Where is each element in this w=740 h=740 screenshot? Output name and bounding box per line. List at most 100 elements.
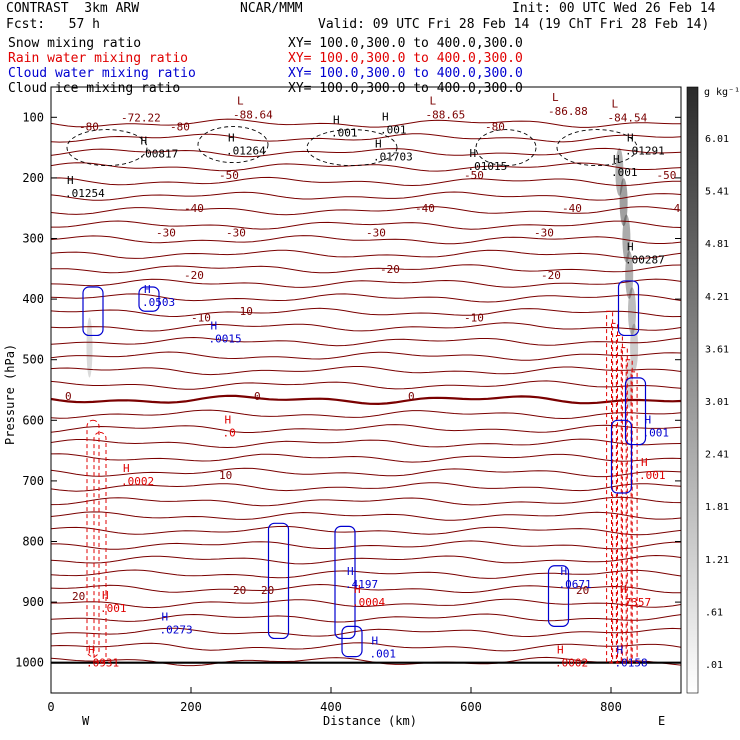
forecast-hour: Fcst: 57 h — [6, 17, 100, 32]
minimum-label: -86.88 — [548, 105, 588, 118]
isotherm-label: 20 — [261, 584, 274, 597]
isotherm-label: -30 — [366, 226, 386, 239]
cloud-water-contour — [624, 377, 647, 446]
isotherm-label: 0 — [254, 390, 261, 403]
isotherm-line — [51, 249, 681, 259]
cloud-water-contour — [617, 280, 640, 337]
isotherm-line — [51, 453, 681, 463]
isotherm-line — [51, 525, 681, 536]
isotherm-label: -80 — [170, 120, 190, 133]
isotherm-label: -72.22 — [121, 111, 161, 124]
cloud-water-max-label-marker: H — [645, 413, 652, 426]
isotherm-line — [51, 366, 681, 376]
isotherm-line — [51, 438, 681, 449]
snow-ice-max-label: .001 — [611, 166, 638, 179]
isotherm-label: -40 — [667, 202, 687, 215]
colorbar — [686, 86, 699, 694]
isotherm-line — [51, 554, 681, 565]
isotherm-label: -50 — [657, 169, 677, 182]
isotherm-label: 10 — [219, 469, 232, 482]
rain-max-label-marker: H — [123, 462, 130, 475]
y-axis-label: Pressure (hPa) — [3, 344, 17, 445]
snow-ice-max-label: .00287 — [625, 254, 665, 267]
y-tick-label: 100 — [22, 110, 44, 124]
cloud-water-max-label-marker: H — [144, 283, 151, 296]
rain-contour — [620, 347, 628, 664]
snow-ice-max-label-marker: H — [382, 110, 389, 123]
isotherm-line — [51, 424, 681, 433]
rain-contour — [615, 334, 623, 664]
cloud-water-max-label-marker: H — [617, 644, 624, 657]
isotherm-line — [51, 409, 681, 420]
isotherm-label: -40 — [184, 202, 204, 215]
snow-ice-max-label-marker: H — [67, 174, 74, 187]
x-tick-label: 0 — [47, 700, 54, 714]
colorbar-label: .01 — [705, 660, 723, 671]
isotherm-line — [51, 511, 681, 521]
y-tick-label: 400 — [22, 292, 44, 306]
plot-frame — [50, 86, 682, 694]
shading-plume — [615, 147, 624, 196]
snow-ice-max-label: .01703 — [373, 151, 413, 164]
rain-max-label: .0 — [223, 426, 236, 439]
isotherm-line — [51, 642, 681, 652]
snow-ice-contour — [197, 126, 269, 164]
cloud-water-contour — [334, 525, 356, 640]
isotherm-label: -80 — [485, 120, 505, 133]
rain-max-label-marker: H — [354, 583, 361, 596]
cloud-water-max-label: .001 — [370, 648, 397, 661]
isotherm-line — [51, 336, 681, 347]
rain-max-label: .7357 — [618, 596, 651, 609]
rain-max-label: .0931 — [86, 657, 119, 670]
cloud-water-max-label: .0671 — [559, 578, 592, 591]
isotherm-label: -40 — [562, 202, 582, 215]
cloud-water-contour — [547, 565, 570, 627]
isotherm-label: 0 — [65, 390, 72, 403]
isotherm-line — [51, 598, 681, 609]
rain-contour — [93, 431, 107, 664]
snow-ice-max-label-marker: H — [613, 153, 620, 166]
isotherm-line — [51, 482, 681, 492]
isotherm-line — [51, 133, 681, 143]
rain-contour — [625, 359, 633, 664]
cloud-water-max-label-marker: H — [211, 319, 218, 332]
field-snow-name: Snow mixing ratio — [8, 36, 142, 51]
rain-max-label: .001 — [100, 602, 127, 615]
isotherm-label: 20 — [233, 584, 246, 597]
colorbar-label: 4.81 — [705, 239, 729, 250]
shading-plume — [86, 317, 93, 378]
isotherm-label: -50 — [219, 169, 239, 182]
isotherm-label: -10 — [464, 311, 484, 324]
isotherm-label: 20 — [72, 590, 85, 603]
isotherm-label: 20 — [576, 584, 589, 597]
isotherm-line — [51, 540, 681, 550]
west-endpoint-label: W — [82, 714, 90, 728]
init-time: Init: 00 UTC Wed 26 Feb 14 — [512, 1, 716, 16]
colorbar-unit: g kg⁻¹ — [704, 87, 740, 98]
snow-ice-max-label: .01254 — [65, 187, 105, 200]
snow-ice-contour — [66, 129, 148, 167]
y-tick-label: 600 — [22, 413, 44, 427]
x-axis-label: Distance (km) — [323, 714, 417, 728]
cloud-water-contour — [610, 419, 633, 494]
y-tick-label: 300 — [22, 232, 44, 246]
colorbar-label: 3.01 — [705, 397, 729, 408]
x-tick-label: 400 — [320, 700, 342, 714]
minimum-marker: L — [430, 94, 437, 107]
colorbar-label: 3.61 — [705, 344, 729, 355]
snow-ice-max-label: .00817 — [139, 148, 179, 161]
isotherm-line — [51, 467, 681, 478]
rain-max-label-marker: H — [102, 589, 109, 602]
rain-max-label: .001 — [639, 469, 666, 482]
rain-max-label: .0002 — [555, 657, 588, 670]
y-tick-label: 1000 — [15, 656, 44, 670]
cloud-water-contour — [267, 522, 290, 640]
rain-max-label: .0002 — [121, 475, 154, 488]
isotherm-line — [51, 264, 681, 274]
x-tick-label: 200 — [180, 700, 202, 714]
y-tick-label: 700 — [22, 474, 44, 488]
field-rain-name: Rain water mixing ratio — [8, 51, 189, 66]
shading-plume — [625, 250, 634, 299]
isotherm-line — [51, 293, 681, 303]
rain-max-label-marker: H — [620, 583, 627, 596]
